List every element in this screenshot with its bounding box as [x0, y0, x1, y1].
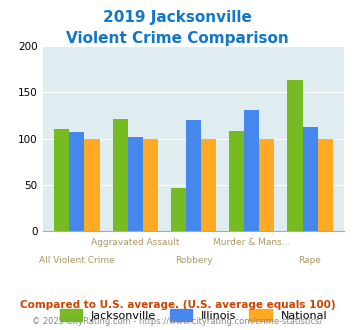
Bar — [54, 129, 69, 231]
Bar — [84, 139, 99, 231]
Bar — [113, 119, 128, 231]
Bar — [69, 132, 84, 231]
Bar — [143, 139, 158, 231]
Bar — [201, 139, 216, 231]
Bar — [318, 139, 333, 231]
Text: All Violent Crime: All Violent Crime — [39, 256, 115, 265]
Bar — [186, 120, 201, 231]
Bar — [259, 139, 274, 231]
Text: Robbery: Robbery — [175, 256, 212, 265]
Bar — [128, 137, 143, 231]
Text: Aggravated Assault: Aggravated Assault — [91, 238, 179, 247]
Text: Rape: Rape — [299, 256, 322, 265]
Text: © 2025 CityRating.com - https://www.cityrating.com/crime-statistics/: © 2025 CityRating.com - https://www.city… — [32, 317, 323, 326]
Text: Compared to U.S. average. (U.S. average equals 100): Compared to U.S. average. (U.S. average … — [20, 300, 335, 310]
Bar — [302, 127, 318, 231]
Bar — [288, 81, 302, 231]
Legend: Jacksonville, Illinois, National: Jacksonville, Illinois, National — [55, 305, 332, 325]
Bar — [244, 110, 259, 231]
Text: Violent Crime Comparison: Violent Crime Comparison — [66, 31, 289, 46]
Bar — [229, 131, 244, 231]
Bar — [171, 187, 186, 231]
Text: Murder & Mans...: Murder & Mans... — [213, 238, 290, 247]
Text: 2019 Jacksonville: 2019 Jacksonville — [103, 10, 252, 25]
